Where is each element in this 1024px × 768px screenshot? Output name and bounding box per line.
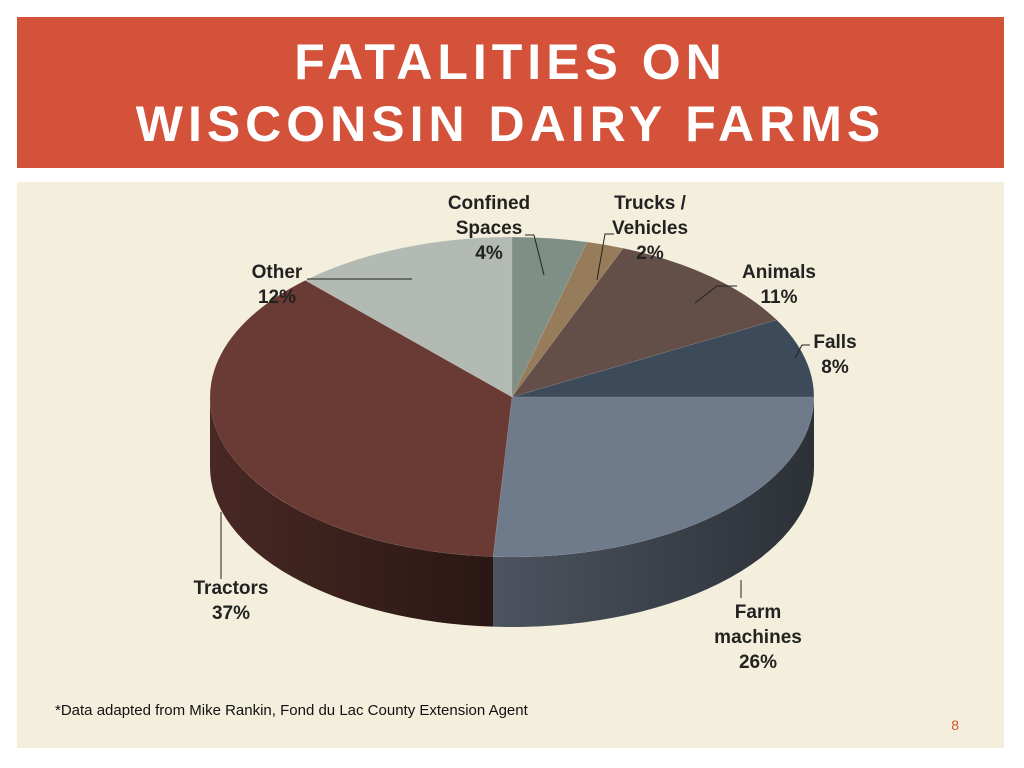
leader-line-0: [525, 234, 545, 276]
slice-label-line: machines: [714, 627, 802, 648]
slice-percent: 11%: [761, 287, 798, 308]
slice-label-line: Animals: [742, 262, 816, 283]
slice-percent: 26%: [739, 652, 777, 673]
pie-leader-lines: [220, 233, 810, 598]
title-bar: FATALITIES ON WISCONSIN DAIRY FARMS: [17, 17, 1004, 168]
slice-label-2: Animals 11%: [742, 262, 816, 308]
slice-label-4: Farm machines 26%: [714, 602, 802, 673]
slice-percent: 4%: [475, 243, 503, 264]
footnote: *Data adapted from Mike Rankin, Fond du …: [55, 702, 528, 719]
pie-slice-0: [511, 236, 588, 398]
pie-labels: Confined Spaces 4% Trucks / Vehicles 2% Animal…: [194, 193, 857, 673]
slice-label-line: Spaces: [456, 218, 523, 239]
leader-line-1: [596, 233, 614, 281]
pie-slice-3: [511, 319, 815, 398]
slide-title: FATALITIES ON WISCONSIN DAIRY FARMS: [136, 31, 885, 155]
pie-slice-2: [511, 247, 778, 398]
slice-label-line: Vehicles: [612, 218, 688, 239]
pie-slice-1: [511, 241, 624, 398]
slice-label-5: Tractors 37%: [194, 578, 269, 624]
slice-percent: 8%: [821, 357, 849, 378]
slide-title-line2: WISCONSIN DAIRY FARMS: [135, 95, 886, 152]
slice-percent: 12%: [258, 287, 296, 308]
pie-slice-5: [209, 280, 513, 557]
slice-label-line: Other: [252, 262, 303, 283]
pie-chart: Confined Spaces 4% Trucks / Vehicles 2% Animal…: [194, 193, 857, 673]
pie-tops: [209, 236, 815, 558]
slice-label-1: Trucks / Vehicles 2%: [612, 193, 688, 264]
slice-label-6: Other 12%: [252, 262, 303, 308]
slice-label-line: Confined: [448, 193, 530, 214]
slice-label-0: Confined Spaces 4%: [448, 193, 530, 264]
slice-percent: 37%: [212, 603, 250, 624]
chart-area: Confined Spaces 4% Trucks / Vehicles 2% Animal…: [17, 182, 1004, 748]
slice-percent: 2%: [636, 243, 664, 264]
slice-label-line: Farm: [735, 602, 781, 623]
slice-label-line: Falls: [813, 332, 856, 353]
slide-title-line1: FATALITIES ON: [294, 33, 727, 90]
pie-side-shade-4: [493, 397, 814, 627]
leader-line-2: [694, 285, 737, 304]
slice-label-3: Falls 8%: [813, 332, 856, 378]
page-number: 8: [951, 717, 959, 733]
pie-slice-4: [492, 396, 815, 558]
slice-label-line: Trucks /: [614, 193, 687, 214]
pie-side-shade-5: [210, 397, 494, 627]
leader-line-3: [794, 344, 810, 359]
pie-sides: [210, 397, 814, 627]
pie-slice-6: [304, 236, 513, 398]
slice-label-line: Tractors: [194, 578, 269, 599]
